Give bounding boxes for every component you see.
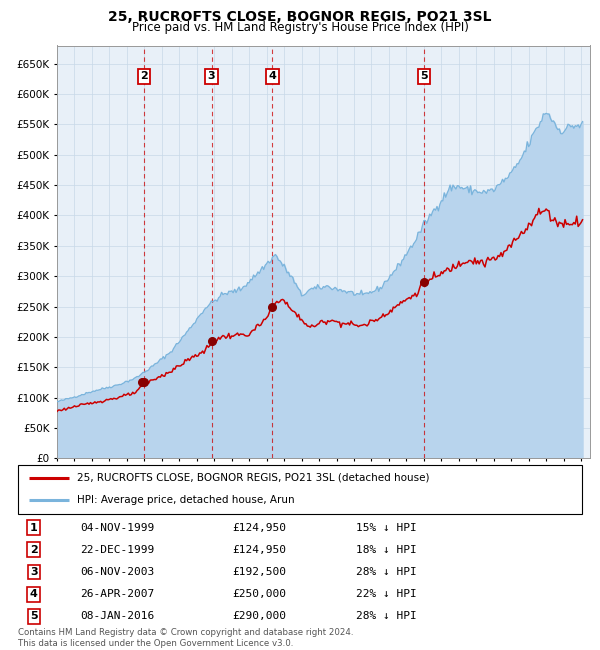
Text: 1: 1 [30, 523, 38, 533]
Text: 26-APR-2007: 26-APR-2007 [80, 589, 154, 599]
Text: £124,950: £124,950 [232, 545, 286, 555]
Text: Price paid vs. HM Land Registry's House Price Index (HPI): Price paid vs. HM Land Registry's House … [131, 21, 469, 34]
Text: 5: 5 [421, 72, 428, 81]
Text: 08-JAN-2016: 08-JAN-2016 [80, 611, 154, 621]
Text: 06-NOV-2003: 06-NOV-2003 [80, 567, 154, 577]
Text: 3: 3 [30, 567, 38, 577]
Text: Contains HM Land Registry data © Crown copyright and database right 2024.
This d: Contains HM Land Registry data © Crown c… [18, 629, 353, 648]
Text: £250,000: £250,000 [232, 589, 286, 599]
Text: 18% ↓ HPI: 18% ↓ HPI [356, 545, 417, 555]
Text: £192,500: £192,500 [232, 567, 286, 577]
Text: 3: 3 [208, 72, 215, 81]
Text: 28% ↓ HPI: 28% ↓ HPI [356, 611, 417, 621]
Text: HPI: Average price, detached house, Arun: HPI: Average price, detached house, Arun [77, 495, 295, 505]
Text: 2: 2 [30, 545, 38, 555]
Text: 25, RUCROFTS CLOSE, BOGNOR REGIS, PO21 3SL (detached house): 25, RUCROFTS CLOSE, BOGNOR REGIS, PO21 3… [77, 473, 430, 483]
Text: 28% ↓ HPI: 28% ↓ HPI [356, 567, 417, 577]
Text: 4: 4 [268, 72, 276, 81]
Text: £290,000: £290,000 [232, 611, 286, 621]
Text: 25, RUCROFTS CLOSE, BOGNOR REGIS, PO21 3SL: 25, RUCROFTS CLOSE, BOGNOR REGIS, PO21 3… [108, 10, 492, 24]
Text: 22% ↓ HPI: 22% ↓ HPI [356, 589, 417, 599]
Text: 5: 5 [30, 611, 38, 621]
Text: 2: 2 [140, 72, 148, 81]
Text: 15% ↓ HPI: 15% ↓ HPI [356, 523, 417, 533]
Text: £124,950: £124,950 [232, 523, 286, 533]
Text: 22-DEC-1999: 22-DEC-1999 [80, 545, 154, 555]
Text: 4: 4 [30, 589, 38, 599]
Text: 04-NOV-1999: 04-NOV-1999 [80, 523, 154, 533]
